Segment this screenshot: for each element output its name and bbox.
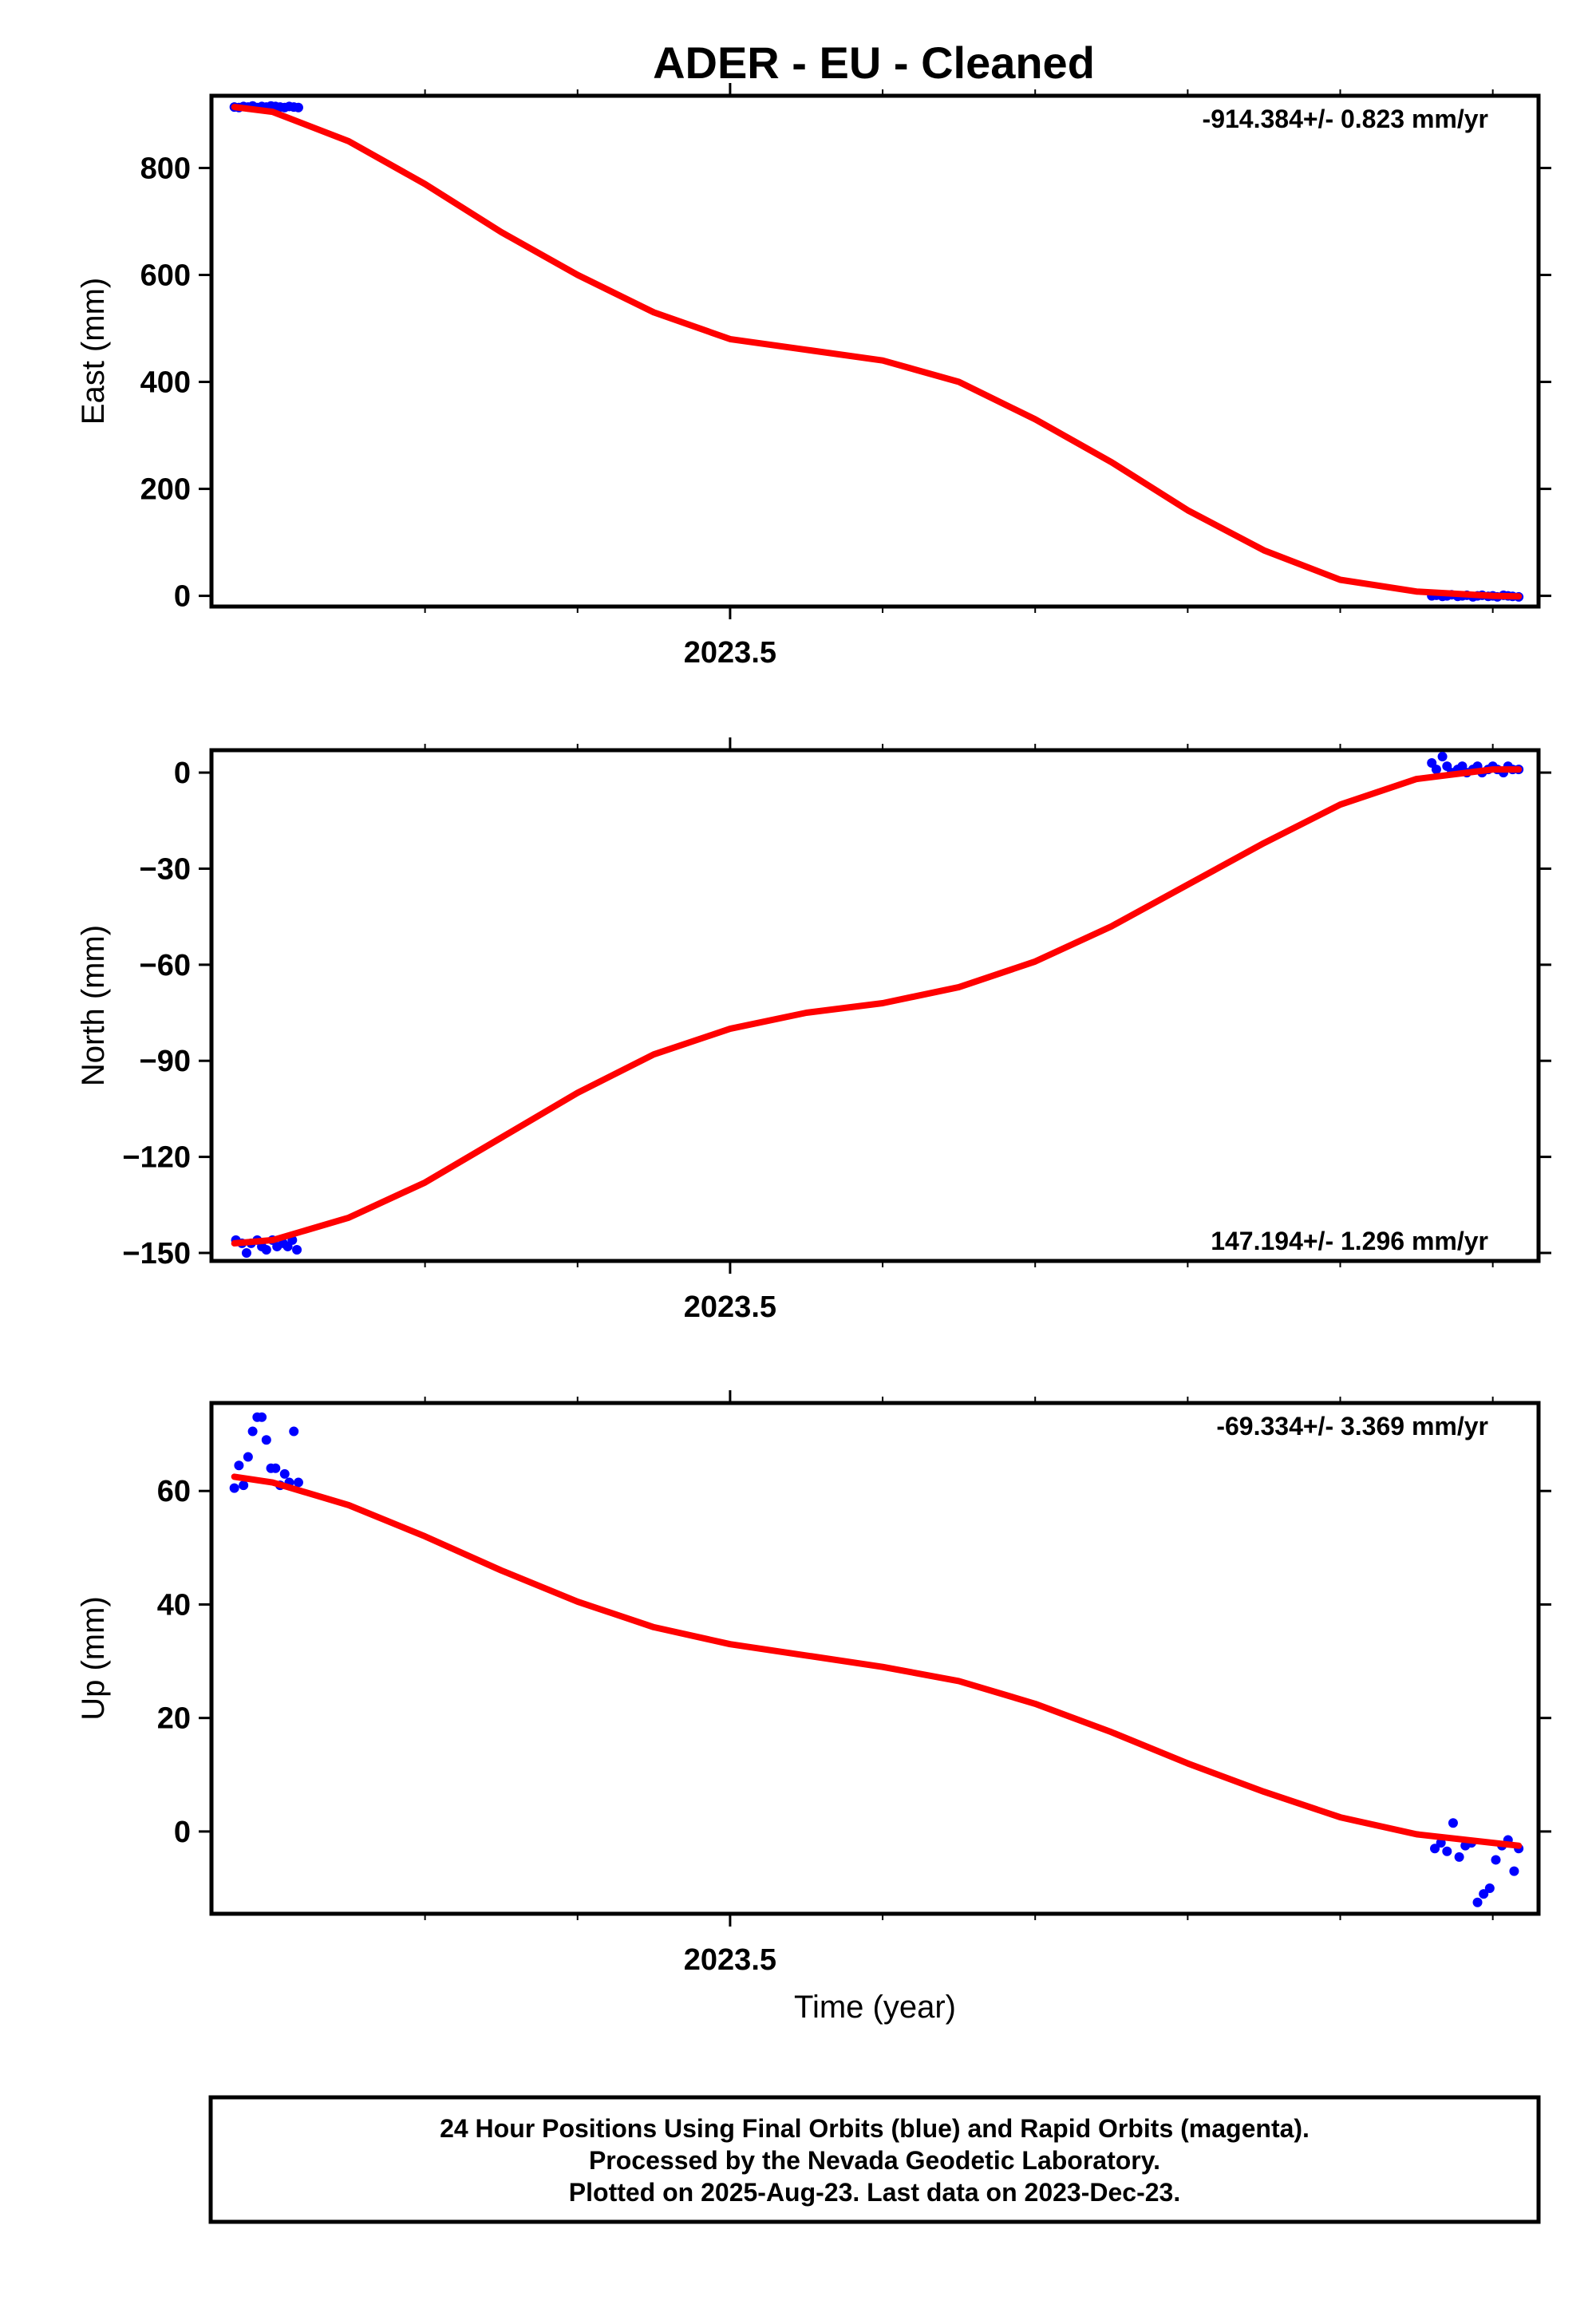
chart-1-frame <box>209 748 1541 1263</box>
chart-1-ylabel: North (mm) <box>76 925 111 1086</box>
chart-1-ytick-label-3: −60 <box>140 949 191 982</box>
chart-2-point-18 <box>1448 1818 1458 1828</box>
chart-2-point-2 <box>239 1480 249 1491</box>
east-panel: 0 200 400 600 800 2023.5 East (mm) -914.384+/- … <box>76 83 1551 670</box>
chart-0-ytick-label-4: 800 <box>140 152 191 185</box>
chart-1-ytick-label-0: −150 <box>122 1237 191 1271</box>
up-panel: 0 20 40 60 2023.5 Up (mm) Time (year) -69.334+/… <box>76 1390 1551 2025</box>
chart-0-plot-area <box>229 101 1524 602</box>
north-panel: −150 −120 −90 −60 −30 0 2023.5 North (mm) 147.19… <box>76 737 1551 1324</box>
chart-2-point-14 <box>293 1477 303 1488</box>
chart-2-ytick-label-0: 0 <box>174 1816 191 1849</box>
chart-0-ylabel: East (mm) <box>76 278 111 425</box>
chart-0-frame <box>209 93 1541 609</box>
chart-1-point-2 <box>241 1247 251 1258</box>
chart-2-ytick-label-2: 40 <box>157 1588 191 1622</box>
footer-box: 24 Hour Positions Using Final Orbits (bl… <box>208 2095 1541 2224</box>
chart-2-xtick-label-0: 2023.5 <box>684 1943 776 1977</box>
chart-1-point-6 <box>261 1244 271 1255</box>
chart-2-point-19 <box>1454 1852 1464 1862</box>
chart-0-xtick-label-0: 2023.5 <box>684 636 776 670</box>
chart-2-plot-area <box>229 1412 1524 1907</box>
chart-2-point-11 <box>279 1468 290 1479</box>
chart-2-point-22 <box>1472 1897 1483 1907</box>
chart-2-point-1 <box>234 1460 244 1471</box>
chart-0-ytick-label-1: 200 <box>140 473 191 507</box>
chart-0-point-14 <box>293 102 303 113</box>
footer-line-1: 24 Hour Positions Using Final Orbits (bl… <box>440 2114 1310 2143</box>
chart-title: ADER - EU - Cleaned <box>653 38 1095 88</box>
chart-2-ylabel: Up (mm) <box>76 1596 111 1721</box>
chart-1-ytick-label-5: 0 <box>174 757 191 790</box>
chart-2-point-4 <box>247 1426 258 1437</box>
chart-1-fit-line <box>231 766 1523 1247</box>
chart-2-point-9 <box>271 1463 281 1473</box>
chart-2-ytick-label-3: 60 <box>157 1475 191 1508</box>
chart-0-ytick-label-3: 600 <box>140 259 191 293</box>
footer-line-3: Plotted on 2025-Aug-23. Last data on 202… <box>569 2178 1180 2207</box>
chart-0-ytick-label-0: 0 <box>174 580 191 614</box>
chart-2-point-17 <box>1442 1846 1452 1856</box>
chart-2-point-15 <box>1430 1844 1440 1854</box>
chart-2-point-6 <box>257 1412 267 1422</box>
chart-1-point-12 <box>292 1244 302 1255</box>
chart-2-point-28 <box>1509 1866 1519 1876</box>
chart-2-point-13 <box>289 1426 299 1437</box>
chart-1-ytick-label-2: −90 <box>140 1045 191 1078</box>
chart-1-ytick-label-1: −120 <box>122 1141 191 1175</box>
chart-1-rate-label: 147.194+/- 1.296 mm/yr <box>1211 1227 1488 1255</box>
chart-2-fit-line <box>231 1473 1523 1849</box>
footer-line-2: Processed by the Nevada Geodetic Laborat… <box>589 2146 1160 2175</box>
chart-2-xlabel: Time (year) <box>794 1990 956 2025</box>
chart-2-point-0 <box>229 1483 239 1493</box>
chart-2-point-25 <box>1491 1855 1501 1865</box>
chart-1-point-14 <box>1431 765 1441 775</box>
chart-2-point-7 <box>261 1435 271 1445</box>
chart-1-ytick-label-4: −30 <box>140 852 191 886</box>
chart-1-point-15 <box>1437 752 1448 762</box>
chart-2-point-3 <box>243 1452 253 1462</box>
chart-0-ytick-label-2: 400 <box>140 366 191 400</box>
chart-0-rate-label: -914.384+/- 0.823 mm/yr <box>1203 105 1488 133</box>
chart-2-point-24 <box>1484 1883 1495 1893</box>
chart-2-frame <box>209 1401 1541 1916</box>
chart-0-fit-line <box>231 104 1523 600</box>
chart-2-ytick-label-1: 20 <box>157 1702 191 1736</box>
chart-1-xtick-label-0: 2023.5 <box>684 1290 776 1324</box>
chart-2-point-23 <box>1479 1889 1489 1899</box>
chart-1-plot-area <box>231 752 1524 1258</box>
chart-2-rate-label: -69.334+/- 3.369 mm/yr <box>1216 1412 1488 1441</box>
